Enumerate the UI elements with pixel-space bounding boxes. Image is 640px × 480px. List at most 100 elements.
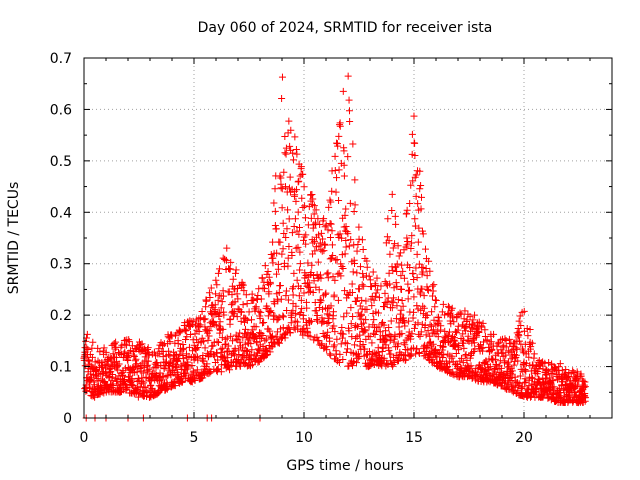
data-point [351, 176, 359, 184]
data-point [399, 267, 407, 275]
data-point [376, 328, 384, 336]
data-point [517, 321, 525, 329]
data-point [261, 262, 269, 270]
data-point [201, 315, 209, 323]
data-point [244, 347, 252, 355]
data-point [123, 384, 131, 392]
data-point [203, 360, 211, 368]
data-point [301, 214, 309, 222]
data-point [201, 323, 209, 331]
data-point [182, 369, 190, 377]
data-point [278, 250, 286, 258]
data-point [551, 365, 559, 373]
data-point [266, 327, 274, 335]
data-point [199, 357, 207, 365]
data-point [395, 252, 403, 260]
data-point [230, 308, 238, 316]
data-point [407, 245, 415, 253]
data-point [275, 288, 283, 296]
data-point [398, 330, 406, 338]
data-point [215, 338, 223, 346]
data-point [339, 330, 347, 338]
data-point [370, 296, 378, 304]
data-point [293, 150, 301, 158]
data-point [219, 292, 227, 300]
data-point [178, 362, 186, 370]
data-point [275, 339, 283, 347]
data-point [408, 239, 416, 247]
data-point [580, 377, 588, 385]
data-point [402, 356, 410, 364]
data-point [204, 336, 212, 344]
data-point [426, 267, 434, 275]
data-point [429, 340, 437, 348]
data-point [186, 317, 194, 325]
data-point [333, 335, 341, 343]
data-point [187, 330, 195, 338]
data-point [316, 221, 324, 229]
data-point [214, 366, 222, 374]
data-point [413, 274, 421, 282]
data-point [314, 317, 322, 325]
data-point [328, 187, 336, 195]
data-point [446, 369, 454, 377]
data-point [478, 344, 486, 352]
data-point [282, 144, 290, 152]
data-point [577, 372, 585, 380]
data-point [260, 319, 268, 327]
data-point [439, 354, 447, 362]
data-point [327, 198, 335, 206]
data-point [274, 260, 282, 268]
data-point [352, 297, 360, 305]
data-point [174, 340, 182, 348]
data-point [411, 152, 419, 160]
data-point [335, 166, 343, 174]
data-point [582, 394, 590, 402]
data-point [317, 229, 325, 237]
data-point [368, 302, 376, 310]
data-point [412, 264, 420, 272]
data-point [407, 351, 415, 359]
data-point [198, 308, 206, 316]
data-point [353, 269, 361, 277]
data-point [347, 320, 355, 328]
data-point [537, 359, 545, 367]
data-point [217, 368, 225, 376]
data-point [371, 292, 379, 300]
data-point [570, 368, 578, 376]
data-point [309, 195, 317, 203]
data-point [359, 340, 367, 348]
data-point [224, 354, 232, 362]
data-point [336, 122, 344, 130]
data-point [292, 302, 300, 310]
data-point [386, 337, 394, 345]
data-point [293, 276, 301, 284]
data-point [475, 318, 483, 326]
data-point [480, 338, 488, 346]
data-point [141, 345, 149, 353]
data-point [467, 362, 475, 370]
data-point [94, 377, 102, 385]
data-point [440, 351, 448, 359]
data-point [315, 242, 323, 250]
data-point [91, 358, 99, 366]
data-point [271, 340, 279, 348]
data-point [346, 117, 354, 125]
data-point [351, 201, 359, 209]
data-point [393, 267, 401, 275]
data-point [363, 257, 371, 265]
data-point [388, 304, 396, 312]
data-point [511, 339, 519, 347]
data-point [201, 344, 209, 352]
data-point [333, 174, 341, 182]
data-point [411, 324, 419, 332]
data-point [345, 107, 353, 115]
data-point [144, 345, 152, 353]
data-point [375, 294, 383, 302]
data-point [278, 204, 286, 212]
data-point [420, 304, 428, 312]
data-point [298, 194, 306, 202]
data-point [368, 339, 376, 347]
data-point [303, 304, 311, 312]
data-point [331, 167, 339, 175]
